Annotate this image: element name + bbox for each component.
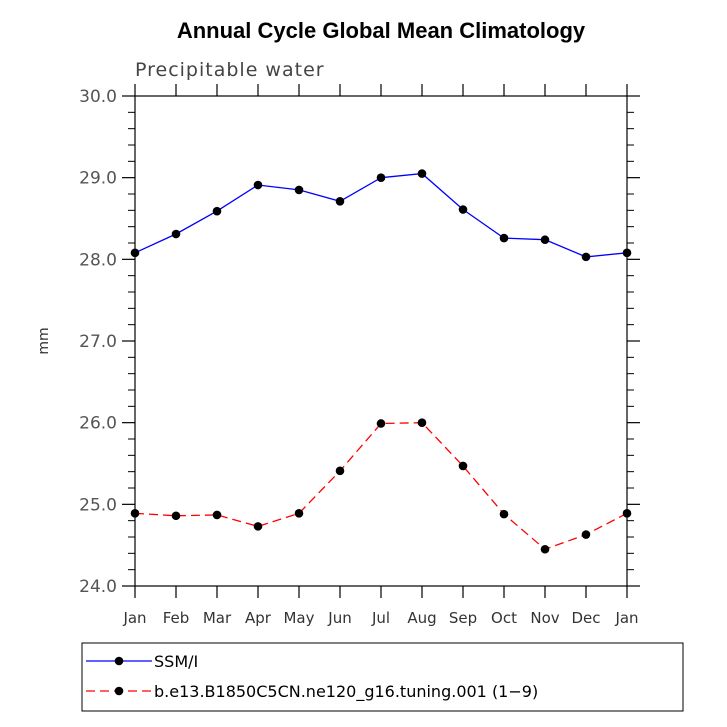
series-1-point xyxy=(212,206,222,216)
series-2-point xyxy=(130,509,140,518)
series-2-point xyxy=(458,461,468,471)
series-1-point xyxy=(499,233,509,243)
x-tick-label: Sep xyxy=(449,609,477,627)
series-2-point xyxy=(253,522,263,531)
chart-subtitle: Precipitable water xyxy=(135,59,325,81)
legend-marker-2 xyxy=(114,686,124,696)
y-tick-label: 28.0 xyxy=(79,250,117,270)
legend-box xyxy=(81,642,684,712)
legend-label-1: SSM/I xyxy=(154,652,198,671)
series-2-point xyxy=(335,466,345,476)
x-tick-label: Dec xyxy=(571,609,600,627)
y-tick-label: 27.0 xyxy=(79,332,117,352)
x-tick-label: Jan xyxy=(122,609,146,627)
legend-label-2: b.e13.B1850C5CN.ne120_g16.tuning.001 (1−… xyxy=(154,682,538,702)
x-tick-label: Nov xyxy=(530,609,559,627)
series-1-point xyxy=(458,205,468,214)
series-1-point xyxy=(171,229,181,239)
series-2-point xyxy=(171,511,181,521)
y-tick-label: 26.0 xyxy=(79,414,117,434)
y-tick-label: 30.0 xyxy=(79,87,117,107)
x-tick-label: Jul xyxy=(371,609,390,627)
series-2-point xyxy=(376,419,386,428)
chart-title: Annual Cycle Global Mean Climatology xyxy=(177,18,586,43)
x-tick-label: Apr xyxy=(245,609,272,627)
series-2-point xyxy=(212,510,222,520)
x-tick-label: May xyxy=(283,609,314,627)
series-2-point xyxy=(540,544,550,554)
x-tick-label: Aug xyxy=(407,609,436,627)
series-1-point xyxy=(253,180,263,190)
legend-marker-1 xyxy=(114,656,124,666)
plot-frame xyxy=(134,95,628,587)
series-line-2 xyxy=(134,422,628,551)
series-1-point xyxy=(540,235,550,245)
series-1-point xyxy=(294,185,304,195)
x-tick-label: Mar xyxy=(203,609,232,627)
y-axis-label: mm xyxy=(36,327,52,354)
legend: SSM/I b.e13.B1850C5CN.ne120_g16.tuning.00… xyxy=(81,642,684,712)
series-2-point xyxy=(499,509,509,519)
series-1-point xyxy=(130,248,140,258)
series-2-point xyxy=(294,509,304,518)
x-tick-label: Jun xyxy=(327,609,351,627)
series-line-1 xyxy=(134,172,628,258)
x-tick-label: Jan xyxy=(614,609,638,627)
series-1-point xyxy=(376,173,386,182)
series-1-point xyxy=(335,197,345,206)
x-tick-label: Oct xyxy=(491,609,517,627)
y-tick-label: 24.0 xyxy=(79,577,117,597)
x-tick-label: Feb xyxy=(163,609,190,627)
series-2-point xyxy=(622,509,632,518)
series-1-point xyxy=(581,252,591,262)
ticks-layer: 24.0 25.0 26.0 27.0 28.0 29.0 30.0 Jan Feb Mar Apr… xyxy=(79,84,640,627)
series-2-point xyxy=(417,418,427,427)
y-tick-label: 25.0 xyxy=(79,495,117,515)
y-tick-label: 29.0 xyxy=(79,169,117,189)
series-1-point xyxy=(417,169,427,178)
series-2-point xyxy=(581,530,591,539)
series-1-point xyxy=(622,248,632,258)
series-layer xyxy=(130,169,632,554)
